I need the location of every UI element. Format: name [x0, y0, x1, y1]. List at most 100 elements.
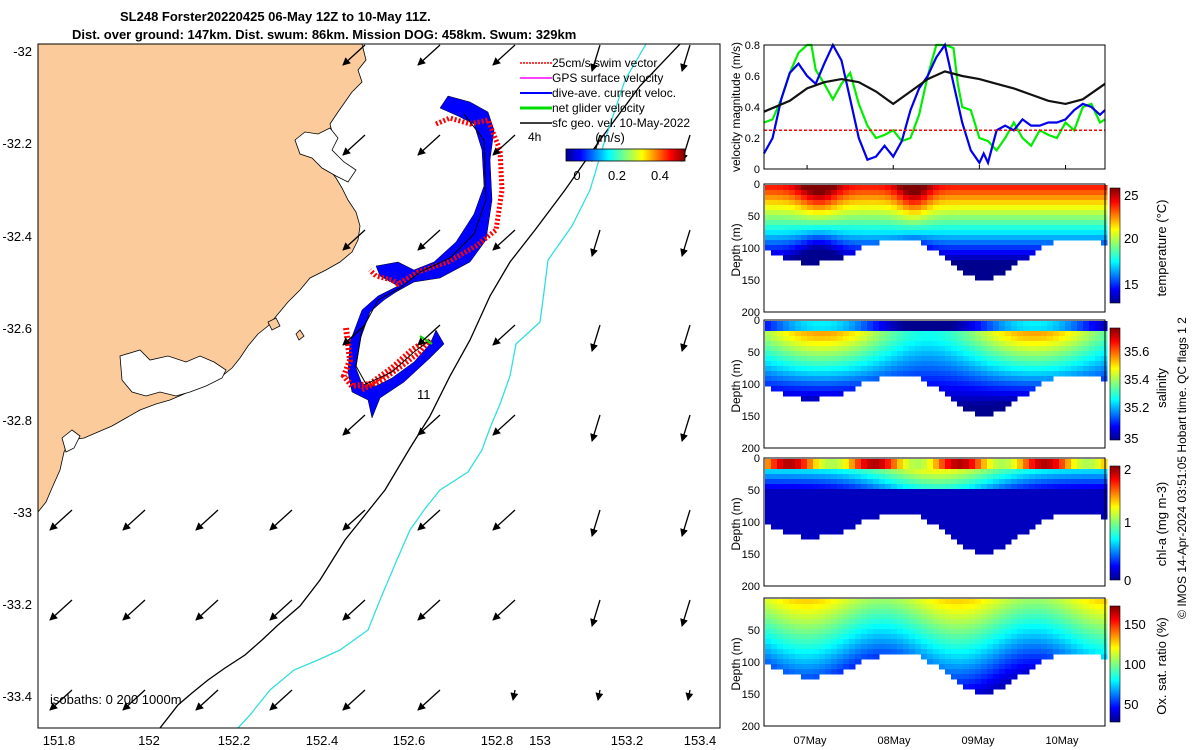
heat-cell	[1059, 215, 1066, 221]
heat-cell	[843, 326, 850, 332]
heat-cell	[849, 504, 856, 510]
heat-cell	[843, 321, 850, 327]
heat-cell	[909, 205, 916, 211]
heat-cell	[921, 240, 928, 246]
heat-cell	[1095, 614, 1102, 620]
heat-cell	[1047, 361, 1054, 367]
heat-cell	[771, 245, 778, 251]
heat-cell	[885, 464, 892, 470]
heat-cell	[795, 386, 802, 392]
heat-cell	[777, 494, 784, 500]
heat-cell	[873, 376, 880, 382]
geo-vector	[492, 414, 516, 436]
heat-cell	[885, 326, 892, 332]
heat-cell	[795, 629, 802, 635]
heat-cell	[801, 604, 808, 610]
geo-vector	[195, 689, 219, 711]
heat-cell	[981, 255, 988, 261]
heat-cell	[843, 250, 850, 256]
heat-cell	[915, 326, 922, 332]
heat-cell	[1023, 321, 1030, 327]
heat-cell	[1005, 504, 1012, 510]
heat-cell	[999, 539, 1006, 545]
heat-cell	[915, 185, 922, 191]
heat-cell	[927, 200, 934, 206]
heat-cell	[957, 654, 964, 660]
heat-cell	[927, 609, 934, 615]
heat-cell	[1059, 604, 1066, 610]
map-ytick: -32.8	[2, 413, 32, 428]
heat-cell	[819, 609, 826, 615]
heat-cell	[1059, 185, 1066, 191]
heat-cell	[777, 240, 784, 246]
heat-cell	[837, 504, 844, 510]
heat-cell	[1083, 634, 1090, 640]
heat-cell	[855, 649, 862, 655]
heat-cell	[1077, 356, 1084, 362]
heat-cell	[843, 524, 850, 530]
heat-cell	[921, 336, 928, 342]
heat-cell	[849, 644, 856, 650]
heat-cell	[801, 366, 808, 372]
heat-cell	[813, 321, 820, 327]
heat-cell	[999, 669, 1006, 675]
heat-cell	[879, 619, 886, 625]
heat-cell	[885, 459, 892, 465]
heat-cell	[1017, 245, 1024, 251]
heat-cell	[999, 190, 1006, 196]
heat-cell	[1077, 604, 1084, 610]
heat-cell	[1023, 215, 1030, 221]
heat-cell	[819, 614, 826, 620]
heat-cell	[1083, 361, 1090, 367]
heat-cell	[837, 190, 844, 196]
heat-cell	[831, 599, 838, 605]
heat-cell	[867, 619, 874, 625]
heat-cell	[1095, 634, 1102, 640]
heat-cell	[867, 356, 874, 362]
heat-cell	[951, 361, 958, 367]
heat-cell	[1017, 609, 1024, 615]
heat-cell	[777, 524, 784, 530]
geo-vector	[417, 44, 441, 66]
heat-cell	[957, 624, 964, 630]
heat-cell	[1023, 629, 1030, 635]
geo-vector	[342, 44, 366, 66]
heat-cell	[843, 614, 850, 620]
heat-cell	[777, 336, 784, 342]
heat-cell	[981, 484, 988, 490]
heat-cell	[909, 464, 916, 470]
heat-cell	[981, 519, 988, 525]
heat-cell	[1041, 210, 1048, 216]
heat-cell	[801, 396, 808, 402]
heat-cell	[1083, 321, 1090, 327]
heat-cell	[813, 469, 820, 475]
heat-cell	[999, 386, 1006, 392]
heat-cell	[813, 519, 820, 525]
heat-cell	[831, 669, 838, 675]
heat-cell	[1005, 499, 1012, 505]
heat-cell	[1011, 366, 1018, 372]
heat-cell	[1035, 220, 1042, 226]
heat-cell	[987, 391, 994, 397]
heat-cell	[921, 346, 928, 352]
heat-cell	[987, 489, 994, 495]
heat-cell	[963, 386, 970, 392]
heat-cell	[1011, 371, 1018, 377]
heat-cell	[861, 321, 868, 327]
heat-cell	[909, 190, 916, 196]
heat-cell	[999, 624, 1006, 630]
heat-cell	[999, 346, 1006, 352]
heat-cell	[867, 609, 874, 615]
heat-cell	[765, 519, 772, 525]
heat-cell	[963, 391, 970, 397]
heat-cell	[1095, 366, 1102, 372]
heat-cell	[1047, 599, 1054, 605]
heat-cell	[1101, 649, 1108, 655]
heat-cell	[801, 504, 808, 510]
heat-cell	[867, 331, 874, 337]
heat-cell	[1071, 235, 1078, 241]
heat-cell	[777, 210, 784, 216]
heat-cell	[795, 634, 802, 640]
heat-cell	[885, 200, 892, 206]
heat-cell	[963, 534, 970, 540]
